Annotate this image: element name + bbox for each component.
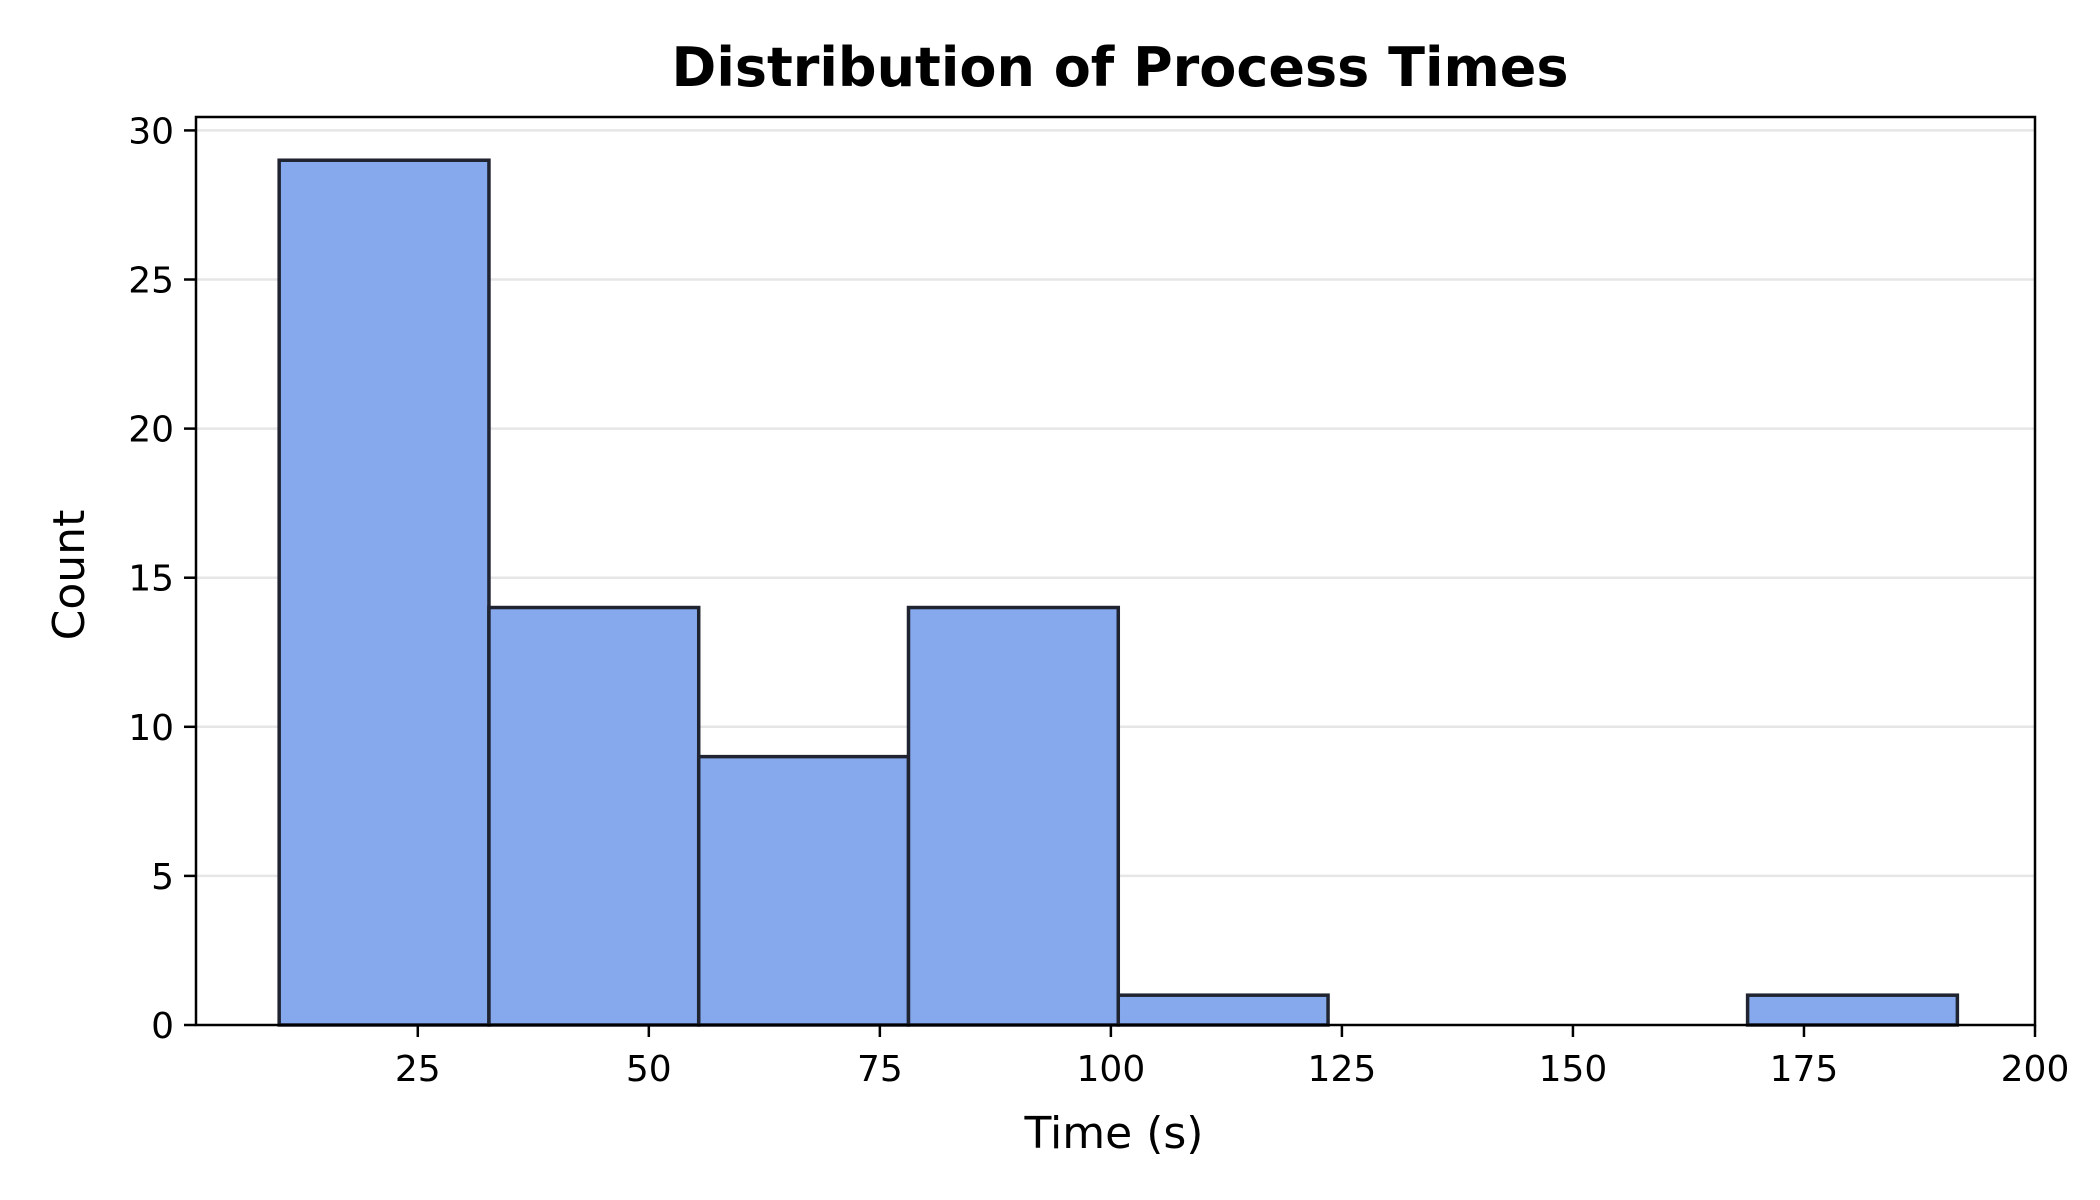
y-tick-label-0: 0 [151, 1006, 174, 1047]
histogram-bar-2 [696, 754, 911, 1027]
y-tick-label-30: 30 [128, 111, 174, 152]
x-tick-label-50: 50 [626, 1049, 672, 1090]
x-tick-label-200: 200 [2001, 1049, 2070, 1090]
y-tick-label-10: 10 [128, 708, 174, 749]
chart-title: Distribution of Process Times [672, 36, 1569, 99]
x-tick-label-150: 150 [1539, 1049, 1608, 1090]
y-tick-label-5: 5 [151, 857, 174, 898]
histogram-bar-7 [1745, 993, 1960, 1027]
histogram-bar-0 [277, 158, 491, 1027]
bars-layer [277, 158, 1960, 1027]
y-axis-label: Count [44, 510, 95, 641]
y-ticks-layer: 0 5 10 15 20 25 30 [128, 111, 196, 1047]
x-ticks-layer: 25 50 75 100 125 150 175 200 [395, 1025, 2069, 1090]
histogram-bar-3 [906, 605, 1121, 1027]
histogram-bar-4 [1116, 993, 1330, 1027]
y-tick-label-20: 20 [128, 410, 174, 451]
x-tick-label-25: 25 [395, 1049, 441, 1090]
histogram-bar-1 [487, 605, 701, 1027]
x-tick-label-125: 125 [1308, 1049, 1377, 1090]
x-tick-label-75: 75 [857, 1049, 903, 1090]
x-axis-label: Time (s) [1024, 1108, 1204, 1159]
y-tick-label-15: 15 [128, 559, 174, 600]
x-tick-label-100: 100 [1077, 1049, 1146, 1090]
y-tick-label-25: 25 [128, 261, 174, 302]
axes-frame [194, 115, 2037, 1027]
x-tick-label-175: 175 [1770, 1049, 1839, 1090]
